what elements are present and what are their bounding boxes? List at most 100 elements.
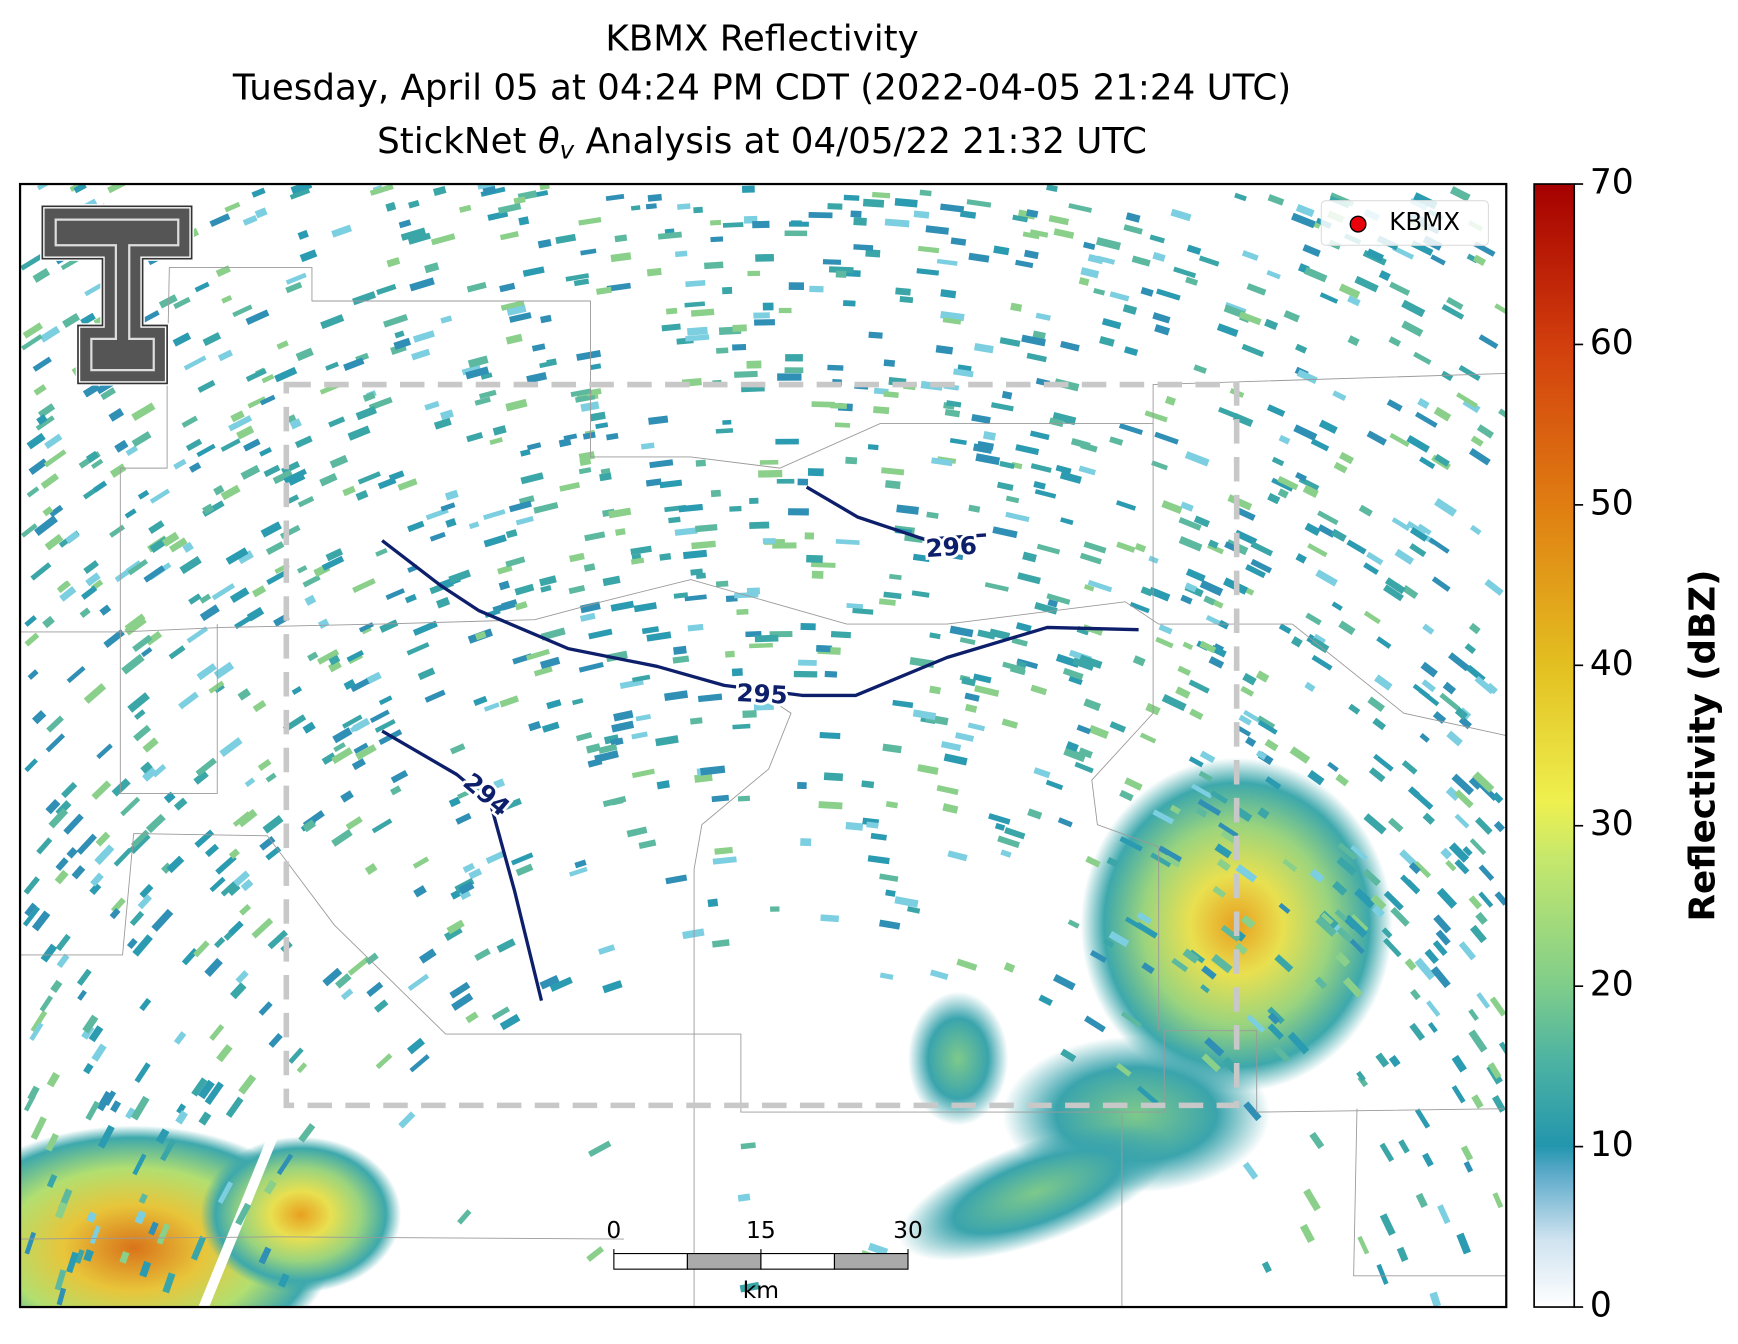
radar-echo: [1240, 685, 1255, 697]
radar-echo: [145, 813, 166, 834]
radar-echo: [1307, 769, 1325, 786]
radar-echo: [931, 457, 953, 467]
radar-echo: [1175, 686, 1191, 699]
radar-echo: [605, 193, 625, 201]
radar-echo: [950, 237, 967, 246]
radar-echo: [749, 642, 773, 649]
radar-echo: [526, 371, 548, 384]
radar-echo: [1246, 1014, 1266, 1033]
radar-echo: [1368, 767, 1386, 783]
radar-echo: [1468, 1008, 1479, 1022]
radar-echo: [820, 914, 840, 923]
colorbar-tick-label: 60: [1590, 323, 1634, 363]
radar-echo: [1388, 1054, 1401, 1068]
radar-echo: [732, 343, 747, 351]
radar-echo: [31, 910, 51, 932]
radar-echo: [1454, 707, 1469, 720]
radar-echo: [166, 855, 185, 874]
radar-echo: [82, 382, 101, 398]
radar-echo: [240, 878, 254, 892]
radar-echo: [371, 818, 393, 834]
radar-echo: [1011, 637, 1028, 647]
radar-echo: [1335, 773, 1349, 787]
radar-echo: [393, 337, 412, 350]
radar-echo: [109, 463, 127, 478]
radar-echo: [800, 838, 812, 847]
radar-echo: [375, 1053, 393, 1070]
radar-echo: [754, 319, 775, 326]
radar-echo: [872, 191, 891, 199]
radar-echo: [211, 583, 236, 601]
radar-echo: [1472, 254, 1487, 267]
radar-echo: [1373, 753, 1394, 772]
radar-echo: [161, 531, 180, 547]
radar-echo: [193, 940, 210, 958]
radar-echo: [520, 448, 531, 457]
radar-echo: [1318, 419, 1338, 434]
radar-echo: [1029, 229, 1049, 238]
radar-echo: [199, 604, 220, 622]
radar-echo: [693, 206, 703, 214]
radar-echo: [1376, 636, 1392, 649]
radar-echo: [120, 796, 141, 817]
radar-echo: [665, 307, 678, 315]
radar-echo: [31, 710, 47, 725]
radar-echo: [49, 504, 64, 518]
radar-echo: [1161, 500, 1183, 514]
radar-echo: [1434, 498, 1458, 517]
county-line: [20, 1236, 624, 1240]
radar-echo: [84, 281, 106, 297]
radar-echo: [990, 402, 1014, 412]
radar-echo: [173, 1031, 187, 1045]
radar-echo: [737, 1193, 751, 1202]
county-line: [20, 579, 1293, 633]
radar-echo: [505, 556, 526, 568]
radar-echo: [835, 538, 860, 545]
radar-echo: [424, 689, 446, 703]
radar-echo: [1257, 715, 1276, 730]
radar-echo: [1442, 681, 1457, 695]
radar-echo: [912, 709, 937, 721]
radar-echo: [55, 857, 69, 872]
radar-echo: [1304, 522, 1321, 536]
radar-echo: [1399, 849, 1418, 868]
radar-echo: [30, 1010, 48, 1033]
radar-echo: [1188, 756, 1204, 768]
radar-echo: [413, 885, 427, 898]
radar-echo: [1034, 489, 1057, 499]
radar-echo: [885, 889, 896, 897]
radar-echo: [63, 813, 84, 835]
radar-echo: [737, 795, 751, 802]
map-background: [20, 184, 1507, 1308]
radar-echo: [1180, 501, 1194, 512]
radar-echo: [473, 695, 488, 707]
radar-echo: [418, 948, 437, 964]
radar-echo: [1132, 655, 1146, 667]
radar-echo: [1265, 776, 1282, 790]
radar-echo: [1164, 854, 1181, 868]
radar-echo: [188, 593, 202, 605]
radar-echo: [22, 906, 41, 927]
radar-echo: [257, 758, 272, 771]
radar-echo: [596, 286, 612, 295]
radar-echo: [1108, 931, 1130, 948]
radar-echo: [508, 500, 532, 513]
radar-echo: [46, 715, 64, 733]
radar-echo: [749, 497, 759, 504]
radar-echo: [584, 531, 606, 542]
radar-echo: [268, 1032, 283, 1048]
radar-echo: [179, 555, 202, 575]
radar-echo: [777, 373, 802, 381]
radar-echo: [204, 957, 223, 978]
radar-echo: [1134, 543, 1147, 553]
radar-echo: [1302, 484, 1319, 499]
radar-echo: [673, 645, 687, 655]
radar-echo: [266, 570, 288, 586]
radar-echo: [121, 653, 145, 675]
radar-echo: [33, 384, 47, 396]
radar-echo: [594, 750, 619, 763]
radar-echo: [999, 460, 1015, 469]
radar-echo: [124, 508, 137, 519]
radar-echo: [1413, 860, 1432, 879]
storm-cell: [898, 1123, 1174, 1261]
